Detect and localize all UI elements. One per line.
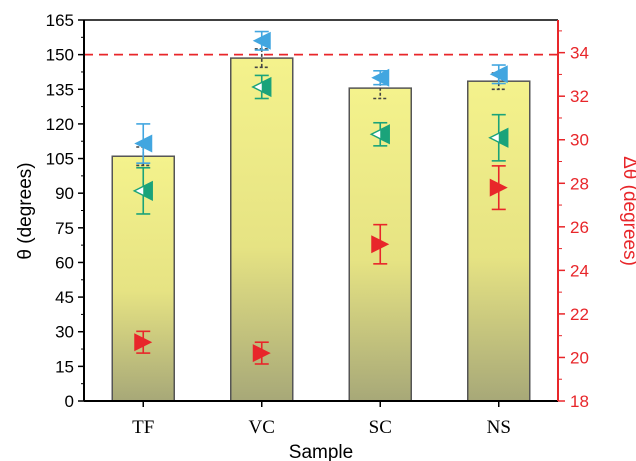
y-tick-label-135: 135 — [46, 80, 74, 99]
y-tick-label-75: 75 — [55, 219, 74, 238]
y-tick-label-105: 105 — [46, 150, 74, 169]
marker-teal-half-left-triangle-VC-fill — [261, 77, 271, 96]
y-tick-label-30: 30 — [55, 323, 74, 342]
marker-red-right-triangle-NS — [489, 178, 508, 197]
marker-red-right-triangle-SC — [371, 235, 390, 254]
x-tick-label-NS: NS — [487, 417, 511, 438]
y-tick-label-45: 45 — [55, 288, 74, 307]
y2-tick-label-34: 34 — [570, 44, 589, 63]
marker-teal-half-left-triangle-TF-fill — [143, 181, 153, 200]
y-tick-label-15: 15 — [55, 357, 74, 376]
y-tick-label-0: 0 — [65, 392, 74, 411]
x-axis-title: Sample — [289, 442, 353, 461]
y2-tick-label-32: 32 — [570, 87, 589, 106]
x-tick-label-VC: VC — [249, 417, 275, 438]
y-tick-label-165: 165 — [46, 11, 74, 30]
y2-tick-label-30: 30 — [570, 131, 589, 150]
y2-tick-label-18: 18 — [570, 392, 589, 411]
marker-blue-left-triangle-NS — [489, 65, 508, 84]
y-tick-label-60: 60 — [55, 253, 74, 272]
y2-tick-label-28: 28 — [570, 174, 589, 193]
axes-layer: 0 15 30 45 60 75 90 105 120 135 150 165 18 20 22 24 26 28… — [46, 11, 589, 438]
y-tick-label-120: 120 — [46, 115, 74, 134]
marker-teal-half-left-triangle-NS-fill — [498, 128, 508, 147]
y2-tick-label-26: 26 — [570, 218, 589, 237]
y-tick-label-150: 150 — [46, 46, 74, 65]
marker-blue-left-triangle-TF — [134, 134, 153, 153]
y-axis-title: θ (degrees) — [15, 162, 36, 259]
marker-blue-left-triangle-SC — [371, 68, 390, 87]
bars-layer — [111, 48, 531, 402]
x-tick-label-SC: SC — [369, 417, 392, 438]
x-tick-label-TF: TF — [132, 417, 154, 438]
marker-teal-half-left-triangle-SC-fill — [380, 125, 390, 144]
y-tick-label-90: 90 — [55, 184, 74, 203]
marker-blue-left-triangle-VC — [252, 31, 271, 50]
y2-tick-label-22: 22 — [570, 305, 589, 324]
marker-red-right-triangle-VC — [252, 344, 271, 363]
y2-tick-label-20: 20 — [570, 348, 589, 367]
y2-axis-title: Δθ (degrees) — [619, 156, 636, 266]
markers-layer — [132, 30, 509, 365]
marker-red-right-triangle-TF — [134, 333, 153, 352]
y2-tick-label-24: 24 — [570, 261, 589, 280]
